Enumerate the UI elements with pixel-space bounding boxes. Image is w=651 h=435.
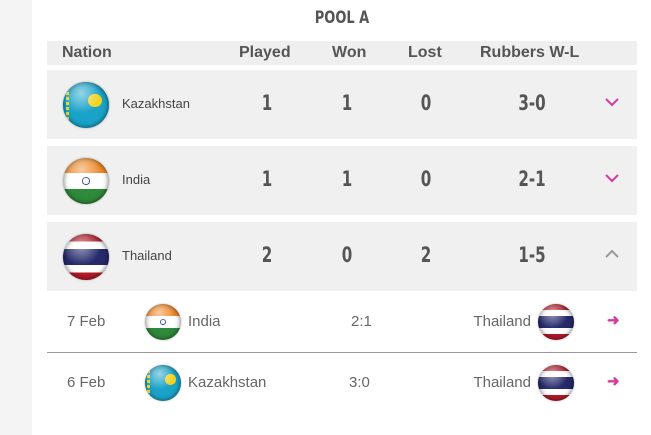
match-score: 3:0 [349, 374, 370, 391]
standing-row-kazakhstan[interactable]: Kazakhstan 1 1 0 3-0 [47, 70, 637, 139]
away-team: Thailand [473, 313, 531, 330]
left-margin [0, 0, 32, 435]
rubbers-value: 1-5 [518, 243, 546, 267]
lost-value: 0 [420, 91, 432, 115]
match-date: 7 Feb [67, 313, 106, 330]
kazakhstan-flag-icon [63, 82, 109, 128]
header-nation: Nation [62, 44, 112, 61]
header-played: Played [239, 44, 291, 61]
india-flag-icon [145, 304, 181, 340]
header-lost: Lost [408, 44, 442, 61]
kazakhstan-flag-icon [145, 365, 181, 401]
match-score: 2:1 [351, 313, 372, 330]
nation-name: Thailand [122, 248, 172, 263]
rubbers-value: 3-0 [518, 91, 546, 115]
won-value: 1 [341, 91, 353, 115]
played-value: 1 [261, 167, 273, 191]
match-row[interactable]: 6 Feb Kazakhstan 3:0 Thailand ➜ [47, 353, 637, 413]
thailand-flag-icon [63, 234, 109, 280]
chevron-up-icon[interactable] [604, 246, 620, 262]
played-value: 1 [261, 91, 273, 115]
played-value: 2 [261, 243, 273, 267]
thailand-flag-icon [538, 365, 574, 401]
divider [47, 352, 637, 353]
thailand-flag-icon [538, 304, 574, 340]
won-value: 1 [341, 167, 353, 191]
pool-title: POOL A [314, 8, 370, 28]
match-details-arrow-icon[interactable]: ➜ [607, 312, 620, 329]
match-details-arrow-icon[interactable]: ➜ [607, 373, 620, 390]
match-date: 6 Feb [67, 374, 106, 391]
header-won: Won [332, 44, 367, 61]
standing-row-thailand[interactable]: Thailand 2 0 2 1-5 [47, 222, 637, 291]
header-rubbers: Rubbers W-L [480, 44, 580, 61]
lost-value: 2 [420, 243, 432, 267]
home-team: Kazakhstan [188, 374, 267, 391]
away-team: Thailand [473, 374, 531, 391]
match-row[interactable]: 7 Feb India 2:1 Thailand ➜ [47, 292, 637, 352]
standing-row-india[interactable]: India 1 1 0 2-1 [47, 146, 637, 215]
nation-name: India [122, 172, 151, 187]
chevron-down-icon[interactable] [604, 170, 620, 186]
rubbers-value: 2-1 [518, 167, 546, 191]
india-flag-icon [63, 158, 109, 204]
home-team: India [188, 313, 221, 330]
lost-value: 0 [420, 167, 432, 191]
table-header: Nation Played Won Lost Rubbers W-L [47, 41, 637, 65]
won-value: 0 [341, 243, 353, 267]
chevron-down-icon[interactable] [604, 94, 620, 110]
nation-name: Kazakhstan [122, 96, 190, 111]
